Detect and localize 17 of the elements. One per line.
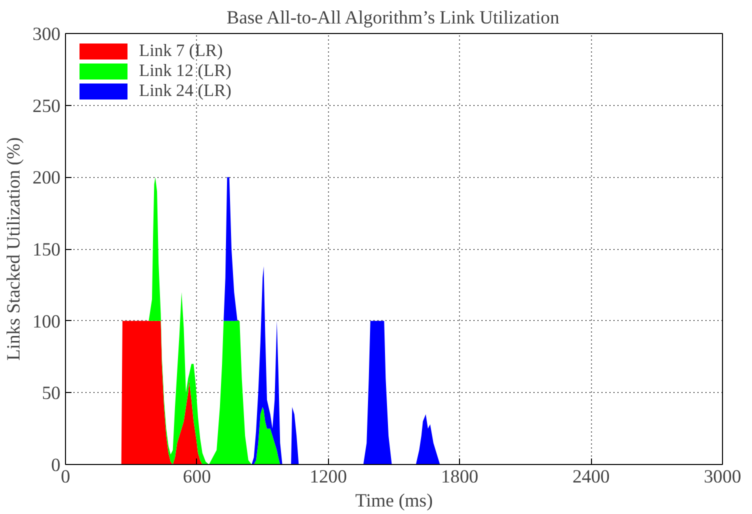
x-tick-label: 1800 (441, 466, 478, 488)
y-tick-label: 200 (32, 168, 60, 189)
chart-title: Base All-to-All Algorithm’s Link Utilization (226, 8, 560, 28)
y-tick-label: 300 (32, 24, 60, 45)
y-tick-label: 50 (42, 383, 60, 404)
x-tick-label: 2400 (572, 466, 610, 488)
x-tick-label: 3000 (704, 466, 742, 488)
legend-label: Link 24 (LR) (139, 81, 232, 101)
legend-label: Link 12 (LR) (139, 61, 232, 81)
y-tick-label: 150 (32, 240, 60, 260)
x-tick-label: 1200 (310, 466, 347, 488)
legend-label: Link 7 (LR) (139, 41, 223, 61)
y-tick-label: 250 (32, 96, 60, 117)
y-tick-label: 100 (32, 311, 60, 332)
y-axis-title: Links Stacked Utilization (%) (4, 137, 25, 361)
x-axis-title: Time (ms) (355, 490, 433, 512)
x-tick-label: 600 (182, 466, 211, 488)
